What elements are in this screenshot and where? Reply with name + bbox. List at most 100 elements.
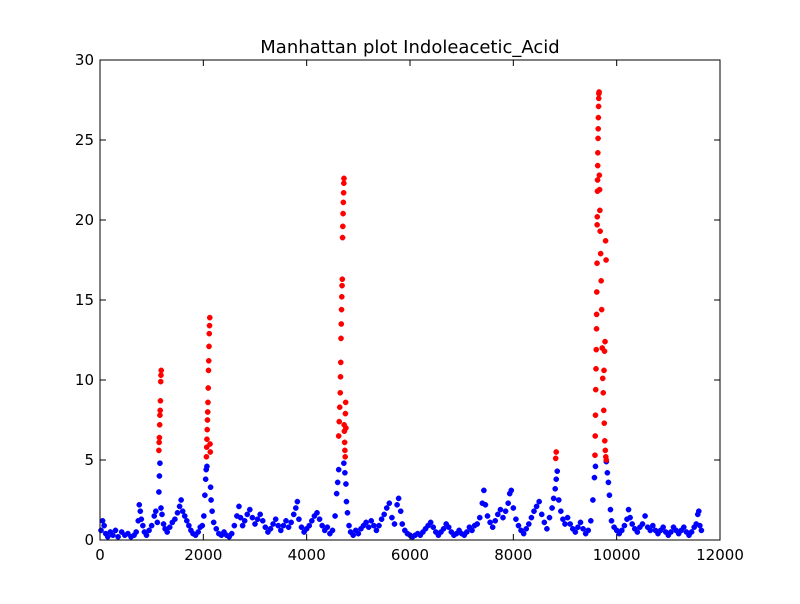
- data-point: [172, 516, 178, 523]
- data-point: [237, 514, 244, 521]
- data-point: [342, 399, 349, 406]
- data-point: [370, 522, 377, 529]
- data-point: [306, 522, 313, 529]
- data-point: [525, 521, 532, 527]
- data-point: [342, 410, 349, 417]
- data-point: [595, 135, 601, 142]
- data-point: [159, 511, 165, 518]
- data-point: [541, 519, 548, 526]
- data-point: [231, 522, 238, 529]
- data-point: [500, 514, 506, 521]
- data-point: [601, 437, 608, 444]
- data-point: [99, 517, 106, 524]
- data-point: [502, 508, 509, 515]
- data-point: [552, 485, 559, 492]
- data-point: [157, 407, 164, 414]
- data-point: [680, 524, 687, 531]
- data-point: [337, 389, 344, 396]
- data-point: [203, 453, 210, 460]
- data-point: [494, 511, 501, 518]
- data-point: [204, 436, 210, 443]
- data-point: [639, 521, 646, 527]
- data-point: [158, 372, 164, 379]
- data-point: [158, 367, 165, 374]
- data-point: [601, 367, 607, 374]
- y-axis: 0 5 10 15 20 25 30: [75, 51, 720, 549]
- data-point: [209, 508, 215, 515]
- data-point: [552, 455, 559, 462]
- data-point: [340, 210, 346, 217]
- data-point: [389, 514, 395, 521]
- data-point: [178, 497, 184, 503]
- data-point: [205, 367, 212, 374]
- data-point: [487, 519, 493, 526]
- x-tick-label: 2000: [184, 546, 222, 564]
- data-point: [152, 508, 159, 515]
- data-point: [587, 517, 594, 524]
- data-point: [249, 514, 256, 521]
- y-tick-label: 10: [75, 371, 94, 389]
- data-points: [98, 89, 705, 540]
- data-point: [156, 434, 163, 441]
- data-point: [336, 404, 343, 411]
- data-point: [688, 529, 695, 535]
- data-point: [546, 514, 553, 521]
- data-point: [280, 522, 287, 529]
- data-point: [600, 407, 607, 414]
- data-point: [338, 321, 345, 327]
- data-point: [333, 490, 340, 497]
- data-point: [593, 289, 600, 295]
- data-point: [204, 409, 211, 415]
- data-point: [593, 311, 600, 318]
- data-point: [594, 177, 601, 183]
- data-point: [593, 365, 599, 372]
- data-point: [373, 527, 380, 534]
- data-point: [553, 476, 560, 483]
- data-point: [285, 524, 292, 531]
- data-point: [343, 498, 350, 505]
- data-point: [469, 527, 475, 534]
- data-point: [241, 517, 248, 524]
- data-point: [262, 524, 269, 531]
- data-point: [577, 519, 584, 526]
- data-point: [590, 497, 596, 503]
- data-point: [368, 517, 375, 524]
- data-point: [341, 439, 348, 446]
- data-point: [213, 525, 220, 532]
- data-point: [339, 276, 346, 283]
- data-point: [592, 452, 598, 459]
- data-point: [179, 508, 186, 515]
- data-point: [270, 521, 276, 527]
- data-point: [324, 524, 331, 531]
- data-point: [510, 505, 517, 511]
- data-point: [296, 516, 302, 523]
- data-point: [272, 516, 279, 523]
- data-point: [593, 346, 600, 353]
- data-point: [572, 529, 579, 535]
- data-point: [497, 506, 504, 513]
- data-point: [156, 473, 163, 479]
- data-point: [148, 522, 155, 529]
- data-point: [205, 385, 212, 391]
- data-point: [176, 503, 183, 510]
- data-point: [202, 492, 208, 499]
- data-point: [115, 533, 121, 540]
- data-point: [206, 330, 213, 337]
- data-point: [201, 513, 207, 519]
- data-point: [341, 180, 347, 187]
- data-point: [602, 237, 609, 244]
- data-point: [174, 509, 181, 516]
- data-point: [394, 501, 400, 508]
- data-point: [596, 89, 602, 95]
- data-point: [204, 463, 210, 470]
- data-point: [482, 501, 489, 508]
- data-point: [629, 521, 636, 527]
- data-point: [595, 149, 601, 156]
- data-point: [492, 517, 499, 524]
- data-point: [228, 530, 235, 537]
- data-point: [476, 514, 483, 521]
- data-point: [136, 501, 143, 508]
- data-point: [597, 250, 604, 257]
- data-point: [156, 421, 163, 428]
